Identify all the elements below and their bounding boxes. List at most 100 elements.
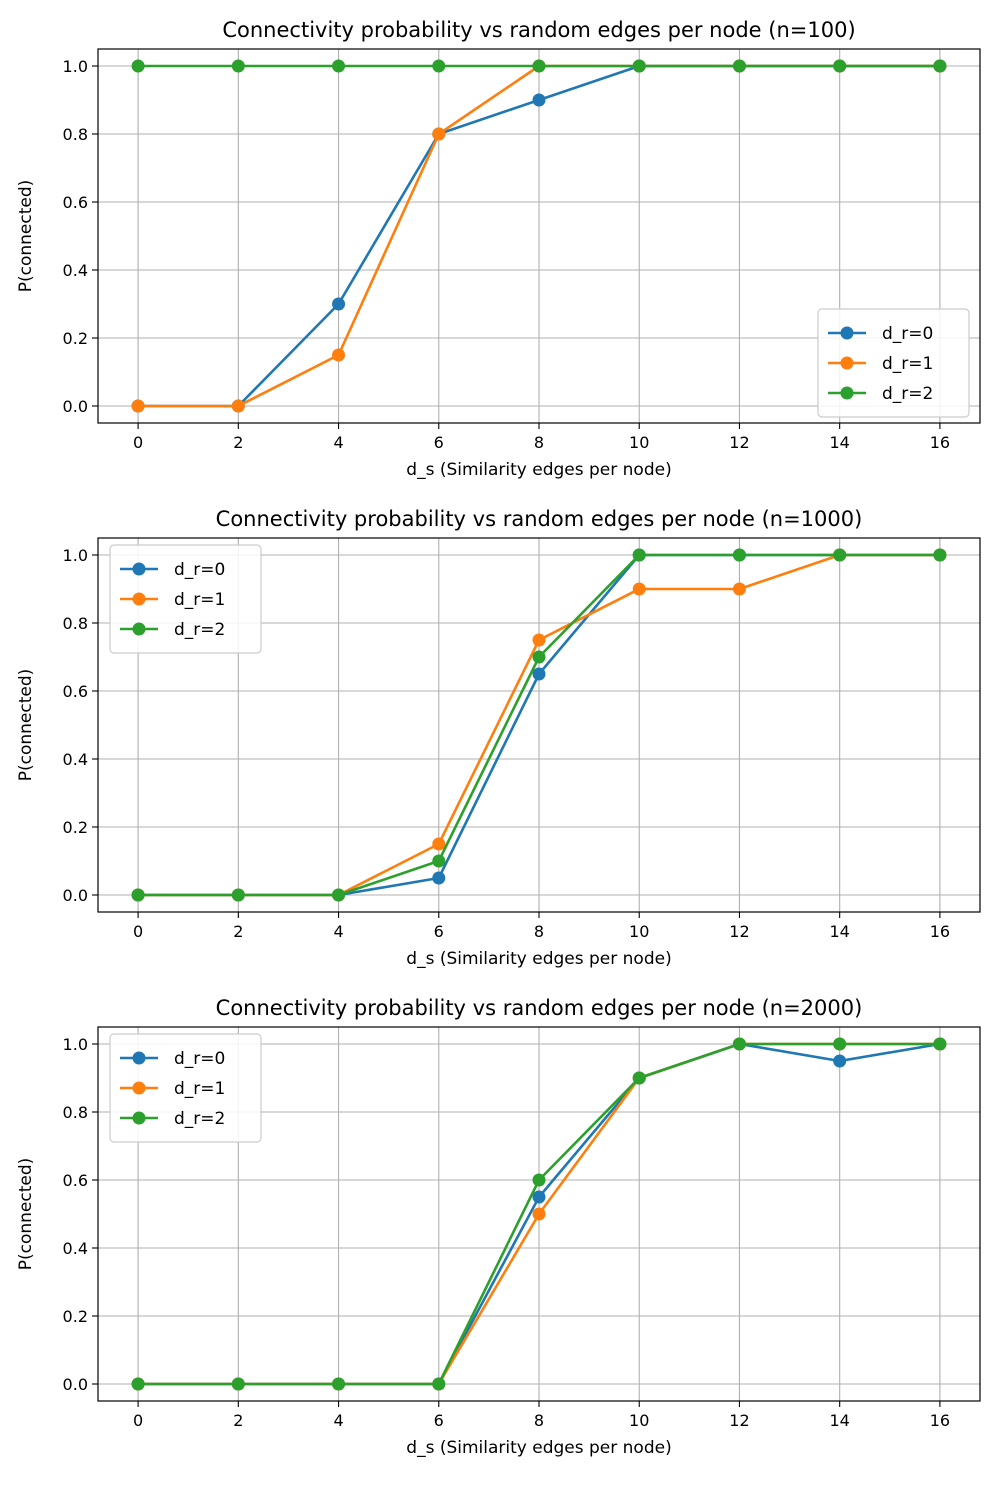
x-axis-label: d_s (Similarity edges per node) [406, 949, 671, 969]
x-tick-label: 14 [830, 922, 850, 941]
data-point [933, 548, 947, 562]
data-point [432, 59, 446, 73]
legend-marker [132, 1051, 146, 1065]
x-tick-label: 14 [830, 433, 850, 452]
x-tick-label: 12 [729, 922, 749, 941]
y-tick-label: 0.8 [63, 614, 88, 633]
y-tick-label: 0.6 [63, 193, 88, 212]
x-tick-label: 2 [233, 922, 243, 941]
data-point [833, 1054, 847, 1068]
x-tick-label: 12 [729, 1411, 749, 1430]
legend: d_r=0 d_r=1 d_r=2 [109, 544, 262, 654]
data-point [231, 59, 245, 73]
data-point [532, 93, 546, 107]
data-point [332, 297, 346, 311]
legend: d_r=0 d_r=1 d_r=2 [109, 1033, 262, 1143]
axes-frame [97, 1026, 981, 1402]
data-point [432, 837, 446, 851]
legend-marker [132, 1111, 146, 1125]
y-tick-label: 0.6 [63, 1171, 88, 1190]
legend-label: d_r=1 [882, 354, 933, 374]
data-point [231, 1377, 245, 1391]
legend-marker [132, 592, 146, 606]
series-d_r=2 [131, 1037, 947, 1391]
legend-marker [132, 622, 146, 636]
data-point [332, 888, 346, 902]
y-tick-label: 0.0 [63, 397, 88, 416]
data-point [332, 59, 346, 73]
data-point [632, 59, 646, 73]
y-tick-label: 0.2 [63, 818, 88, 837]
x-tick-label: 8 [534, 922, 544, 941]
legend-entry-d_r=1: d_r=1 [828, 354, 933, 374]
legend-label: d_r=1 [174, 1079, 225, 1099]
chart-panel-3: 0 2 4 6 8 10 12 14 16 0.0 0.2 0.4 0.6 0.8 1.0 Connectiv… [16, 996, 981, 1458]
y-tick-label: 0.4 [63, 261, 88, 280]
x-tick-label: 6 [434, 1411, 444, 1430]
chart-title: Connectivity probability vs random edges… [216, 996, 863, 1020]
legend-label: d_r=2 [174, 620, 225, 640]
data-point [131, 399, 145, 413]
data-point [432, 854, 446, 868]
x-tick-label: 2 [233, 1411, 243, 1430]
x-tick-label: 16 [930, 1411, 950, 1430]
y-tick-label: 0.4 [63, 750, 88, 769]
data-point [833, 1037, 847, 1051]
legend-marker [840, 356, 854, 370]
x-tick-label: 6 [434, 433, 444, 452]
legend-box [109, 544, 262, 654]
x-tick-label: 8 [534, 1411, 544, 1430]
series-d_r=2 [131, 548, 947, 902]
legend-entry-d_r=0: d_r=0 [120, 560, 225, 580]
legend-marker [132, 1081, 146, 1095]
data-point [131, 59, 145, 73]
x-tick-label: 6 [434, 922, 444, 941]
y-tick-label: 0.8 [63, 1103, 88, 1122]
data-point [532, 1190, 546, 1204]
legend-entry-d_r=2: d_r=2 [120, 620, 225, 640]
y-axis-label: P(connected) [16, 180, 36, 293]
data-point [532, 633, 546, 647]
data-point [532, 667, 546, 681]
x-tick-label: 4 [333, 433, 343, 452]
data-point [131, 888, 145, 902]
x-tick-label: 4 [333, 922, 343, 941]
legend-marker [840, 326, 854, 340]
legend-entry-d_r=2: d_r=2 [828, 384, 933, 404]
y-tick-label: 1.0 [63, 546, 88, 565]
series-d_r=2 [131, 59, 947, 73]
y-tick-label: 1.0 [63, 1035, 88, 1054]
chart-title: Connectivity probability vs random edges… [216, 507, 863, 531]
y-tick-label: 0.6 [63, 682, 88, 701]
y-axis-label: P(connected) [16, 669, 36, 782]
legend-label: d_r=0 [882, 324, 933, 344]
data-point [532, 59, 546, 73]
data-point [432, 871, 446, 885]
y-tick-label: 0.2 [63, 1307, 88, 1326]
data-point [332, 1377, 346, 1391]
legend-label: d_r=1 [174, 590, 225, 610]
data-point [532, 650, 546, 664]
legend-entry-d_r=2: d_r=2 [120, 1109, 225, 1129]
x-tick-label: 4 [333, 1411, 343, 1430]
y-axis-label: P(connected) [16, 1158, 36, 1271]
x-tick-label: 16 [930, 433, 950, 452]
data-point [632, 548, 646, 562]
legend-label: d_r=2 [882, 384, 933, 404]
data-point [732, 582, 746, 596]
data-point [933, 59, 947, 73]
legend-entry-d_r=0: d_r=0 [120, 1049, 225, 1069]
chart-title: Connectivity probability vs random edges… [222, 18, 855, 42]
legend-entry-d_r=1: d_r=1 [120, 590, 225, 610]
x-tick-label: 12 [729, 433, 749, 452]
y-tick-label: 0.0 [63, 886, 88, 905]
data-point [833, 548, 847, 562]
y-tick-label: 0.8 [63, 125, 88, 144]
data-point [532, 1207, 546, 1221]
legend-label: d_r=0 [174, 1049, 225, 1069]
x-tick-label: 10 [629, 1411, 649, 1430]
data-point [933, 1037, 947, 1051]
data-point [131, 1377, 145, 1391]
legend-marker [840, 386, 854, 400]
